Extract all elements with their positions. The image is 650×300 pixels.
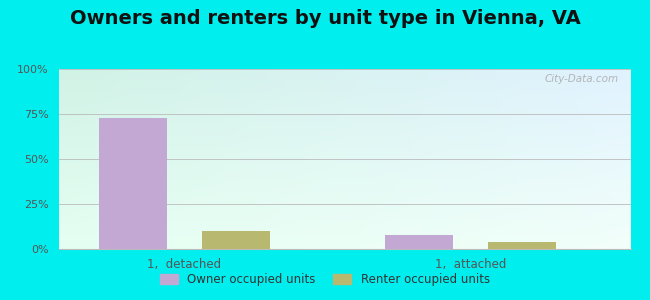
Bar [488,242,556,249]
Text: Owners and renters by unit type in Vienna, VA: Owners and renters by unit type in Vienn… [70,9,580,28]
Bar [202,231,270,249]
Legend: Owner occupied units, Renter occupied units: Owner occupied units, Renter occupied un… [155,269,495,291]
Text: City-Data.com: City-Data.com [545,74,619,84]
Bar [99,118,167,249]
Bar [385,235,453,249]
